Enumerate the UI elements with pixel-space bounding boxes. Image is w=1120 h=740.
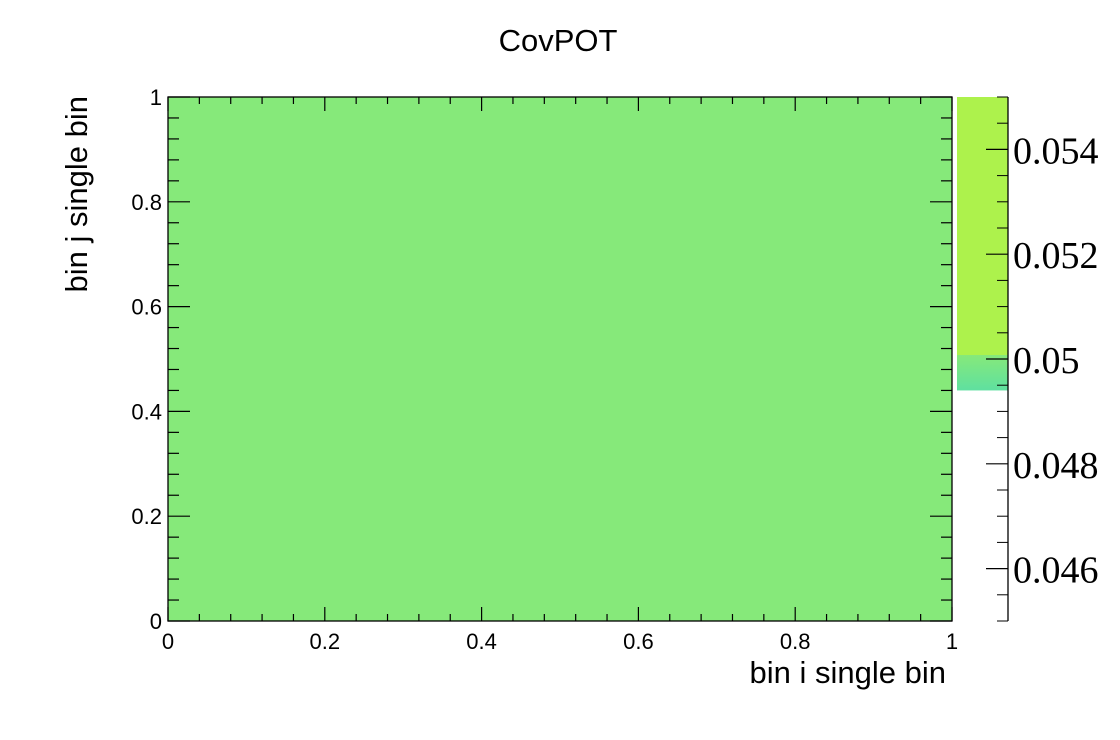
y-tick-label: 0.8 <box>131 190 162 215</box>
x-tick-label: 0.8 <box>780 629 811 654</box>
x-tick-label: 0 <box>162 629 174 654</box>
colorbar-fill <box>957 97 1008 391</box>
y-tick-label: 0.2 <box>131 504 162 529</box>
x-tick-label: 1 <box>946 629 958 654</box>
y-tick-label: 0 <box>150 609 162 634</box>
x-tick-label: 0.6 <box>623 629 654 654</box>
colorbar-tick-label: 0.054 <box>1013 130 1099 172</box>
y-tick-label: 0.4 <box>131 399 162 424</box>
title-box <box>470 18 652 60</box>
x-tick-label: 0.2 <box>310 629 341 654</box>
y-axis-label: bin j single bin <box>59 96 94 292</box>
colorbar-tick-label: 0.048 <box>1013 445 1099 487</box>
y-axis-ticks: 0 0.2 0.4 0.6 0.8 1 <box>131 85 952 634</box>
heatmap-cell <box>168 97 952 621</box>
y-tick-label: 0.6 <box>131 295 162 320</box>
colorbar-ticks: 0.046 0.048 0.05 0.052 0.054 <box>986 96 1099 622</box>
heatmap-cells <box>168 97 952 621</box>
x-tick-label: 0.4 <box>466 629 497 654</box>
y-tick-label: 1 <box>150 85 162 110</box>
colorbar-tick-label: 0.052 <box>1013 235 1099 277</box>
colorbar-tick-label: 0.05 <box>1013 340 1080 382</box>
x-axis-label: bin i single bin <box>750 655 946 690</box>
x-axis-ticks: 0 0.2 0.4 0.6 0.8 1 <box>162 97 958 654</box>
chart-title: CovPOT <box>499 23 618 58</box>
plot-frame <box>167 96 953 622</box>
colorbar-tick-label: 0.046 <box>1013 550 1099 592</box>
